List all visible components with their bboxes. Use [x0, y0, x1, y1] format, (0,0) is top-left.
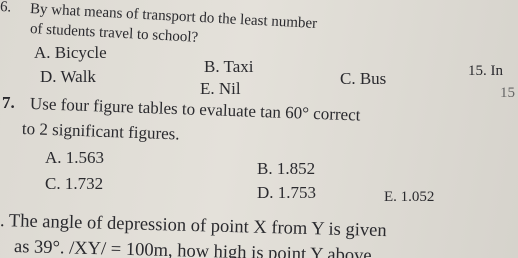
- question-text: . The angle of depression of point X fro…: [0, 211, 387, 242]
- option: E. Nil: [200, 79, 241, 98]
- option: A. 1.563: [45, 148, 105, 167]
- side-text: 15: [500, 85, 515, 101]
- question-text: as 39°. /XY/ = 100m, how high is point Y…: [13, 237, 372, 258]
- question-text: Use four figure tables to evaluate tan 6…: [29, 94, 361, 125]
- option: D. 1.753: [257, 183, 317, 202]
- option: A. Bicycle: [34, 43, 107, 62]
- question-number: 6.: [0, 0, 12, 16]
- option: E. 1.052: [384, 189, 435, 205]
- option: B. 1.852: [257, 159, 316, 178]
- question-text: to 2 significant figures.: [21, 119, 180, 144]
- question-number: 7.: [2, 93, 15, 112]
- option: C. Bus: [340, 69, 387, 88]
- side-text: 15. In: [468, 63, 503, 79]
- option: B. Taxi: [204, 57, 254, 76]
- option: D. Walk: [40, 67, 96, 86]
- option: C. 1.732: [45, 174, 104, 193]
